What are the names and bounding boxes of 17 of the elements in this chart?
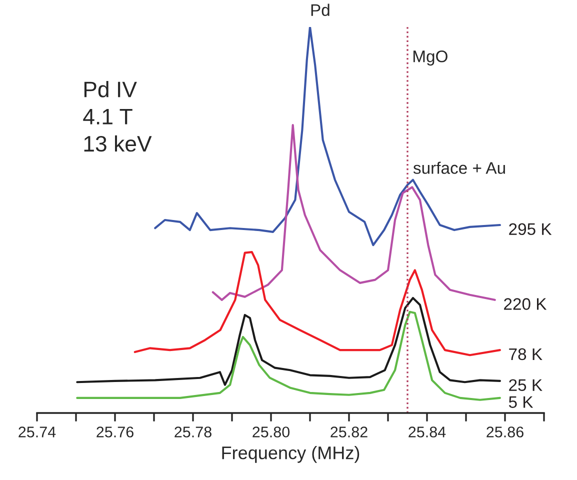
x-tick-label: 25.80 [252, 426, 290, 438]
annotation: Pd IV 4.1 T 13 keV [83, 81, 152, 152]
series-label: 295 K [509, 223, 552, 236]
x-tick-label: 25.76 [96, 426, 134, 438]
annotation: Pd [311, 4, 330, 16]
x-tick-label: 25.84 [408, 426, 446, 438]
series-label: 25 K [509, 379, 542, 391]
x-tick-label: 25.86 [486, 426, 524, 438]
x-tick-label: 25.74 [18, 426, 56, 438]
x-axis-title: Frequency (MHz) [222, 446, 360, 463]
series-label: 5 K [508, 396, 534, 408]
annotation: surface + Au [413, 162, 505, 174]
series-label: 220 K [504, 298, 547, 310]
x-tick-label: 25.78 [174, 426, 212, 438]
x-tick-label: 25.82 [330, 426, 368, 438]
series-label: 78 K [509, 348, 542, 360]
ref-line-label: MgO [414, 50, 448, 66]
